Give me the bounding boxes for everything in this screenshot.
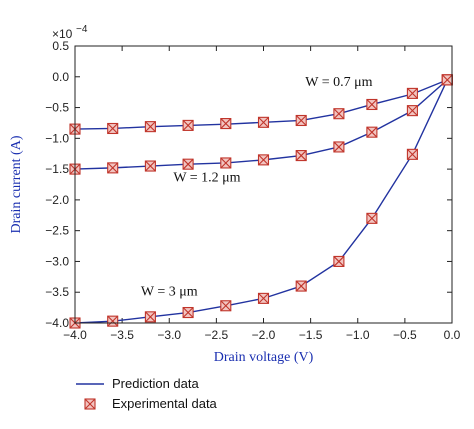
y-tick-label: −4.0 xyxy=(45,316,69,330)
legend: Prediction data Experimental data xyxy=(76,376,218,411)
marker-cross xyxy=(107,123,119,134)
x-axis-title: Drain voltage (V) xyxy=(214,350,314,365)
experimental-marker xyxy=(366,98,378,111)
marker-cross xyxy=(258,154,269,166)
curve-annotation: W = 1.2 μm xyxy=(173,170,240,185)
y-tick-label: −1.5 xyxy=(45,162,69,176)
experimental-marker xyxy=(107,122,119,135)
legend-line-label: Prediction data xyxy=(112,376,199,391)
experimental-marker xyxy=(366,126,378,138)
experimental-marker xyxy=(257,116,270,128)
marker-cross xyxy=(182,120,194,131)
experimental-marker xyxy=(257,292,270,304)
y-tick-label: −3.0 xyxy=(45,254,69,268)
marker-cross xyxy=(145,160,156,172)
marker-cross xyxy=(220,300,232,312)
experimental-marker xyxy=(84,398,96,410)
marker-cross xyxy=(182,307,194,318)
y-tick-label: 0.5 xyxy=(52,39,69,53)
x-tick-label: −3.0 xyxy=(157,328,181,342)
experimental-marker xyxy=(220,157,232,169)
y-axis-ticks: −4.0 −3.5 −3.0 −2.5 −2.0 −1.5 −1.0 −0.5 0.0 0.5 xyxy=(45,39,452,330)
marker-cross xyxy=(366,99,378,110)
legend-marker-swatch xyxy=(84,398,96,410)
marker-cross xyxy=(333,256,345,267)
y-tick-label: −2.5 xyxy=(45,224,69,238)
y-tick-label: −1.0 xyxy=(45,131,69,145)
y-tick-label: −0.5 xyxy=(45,101,69,115)
marker-cross xyxy=(295,150,307,161)
curve-annotation: W = 3 μm xyxy=(141,284,198,299)
plot-frame xyxy=(74,45,453,324)
experimental-marker xyxy=(333,141,345,153)
experimental-marker xyxy=(107,315,119,327)
marker-cross xyxy=(407,148,418,160)
experimental-marker xyxy=(295,280,307,292)
y-tick-label: −2.0 xyxy=(45,193,69,207)
marker-cross xyxy=(258,116,269,128)
experimental-marker xyxy=(107,162,119,174)
experimental-marker xyxy=(333,108,345,120)
x-tick-label: −2.0 xyxy=(252,328,276,342)
marker-cross xyxy=(145,121,156,133)
marker-cross xyxy=(366,212,378,224)
experimental-marker xyxy=(406,148,418,160)
marker-cross xyxy=(407,105,418,117)
x-tick-label: −1.0 xyxy=(346,328,370,342)
experimental-marker xyxy=(406,105,418,117)
experimental-marker xyxy=(220,118,232,130)
x-tick-label: −4.0 xyxy=(63,328,87,342)
marker-cross xyxy=(366,126,378,138)
experimental-marker xyxy=(144,121,156,133)
marker-cross xyxy=(220,118,232,129)
series-markers xyxy=(69,74,453,329)
y-tick-label: −3.5 xyxy=(45,285,69,299)
experimental-marker xyxy=(144,311,156,323)
marker-cross xyxy=(182,158,194,170)
y-axis-title: Drain current (A) xyxy=(9,135,24,233)
marker-cross xyxy=(145,311,156,323)
curve-annotation: W = 0.7 μm xyxy=(305,75,372,90)
annotations: W = 0.7 μm W = 1.2 μm W = 3 μm xyxy=(141,75,373,299)
x-tick-label: −3.5 xyxy=(110,328,134,342)
experimental-marker xyxy=(220,300,232,312)
marker-cross xyxy=(258,292,269,304)
experimental-marker xyxy=(406,87,418,99)
marker-cross xyxy=(333,141,345,153)
marker-cross xyxy=(333,108,345,120)
marker-cross xyxy=(220,157,232,169)
marker-cross xyxy=(107,315,119,327)
x-tick-label: −1.5 xyxy=(299,328,323,342)
experimental-marker xyxy=(441,74,453,86)
prediction-line-2 xyxy=(74,79,448,324)
experimental-marker xyxy=(366,212,378,224)
marker-cross xyxy=(107,162,119,174)
experimental-marker xyxy=(182,306,194,319)
experimental-marker xyxy=(182,158,194,170)
x-tick-label: 0.0 xyxy=(444,328,461,342)
experimental-marker xyxy=(257,154,270,166)
y-tick-label: 0.0 xyxy=(52,70,69,84)
marker-cross xyxy=(407,88,418,99)
marker-cross xyxy=(441,74,453,86)
legend-marker-label: Experimental data xyxy=(112,396,218,411)
experimental-marker xyxy=(295,114,307,127)
experimental-marker xyxy=(295,150,307,162)
marker-cross xyxy=(295,280,307,292)
x-tick-label: −2.5 xyxy=(205,328,229,342)
y-multiplier: ×10 xyxy=(52,27,73,41)
series-lines xyxy=(74,79,448,324)
experimental-marker xyxy=(144,160,156,172)
experimental-marker xyxy=(333,255,345,267)
y-exponent: −4 xyxy=(76,24,88,35)
marker-cross xyxy=(295,115,307,126)
x-tick-label: −0.5 xyxy=(393,328,417,342)
marker-cross xyxy=(84,398,96,410)
experimental-marker xyxy=(182,119,194,131)
